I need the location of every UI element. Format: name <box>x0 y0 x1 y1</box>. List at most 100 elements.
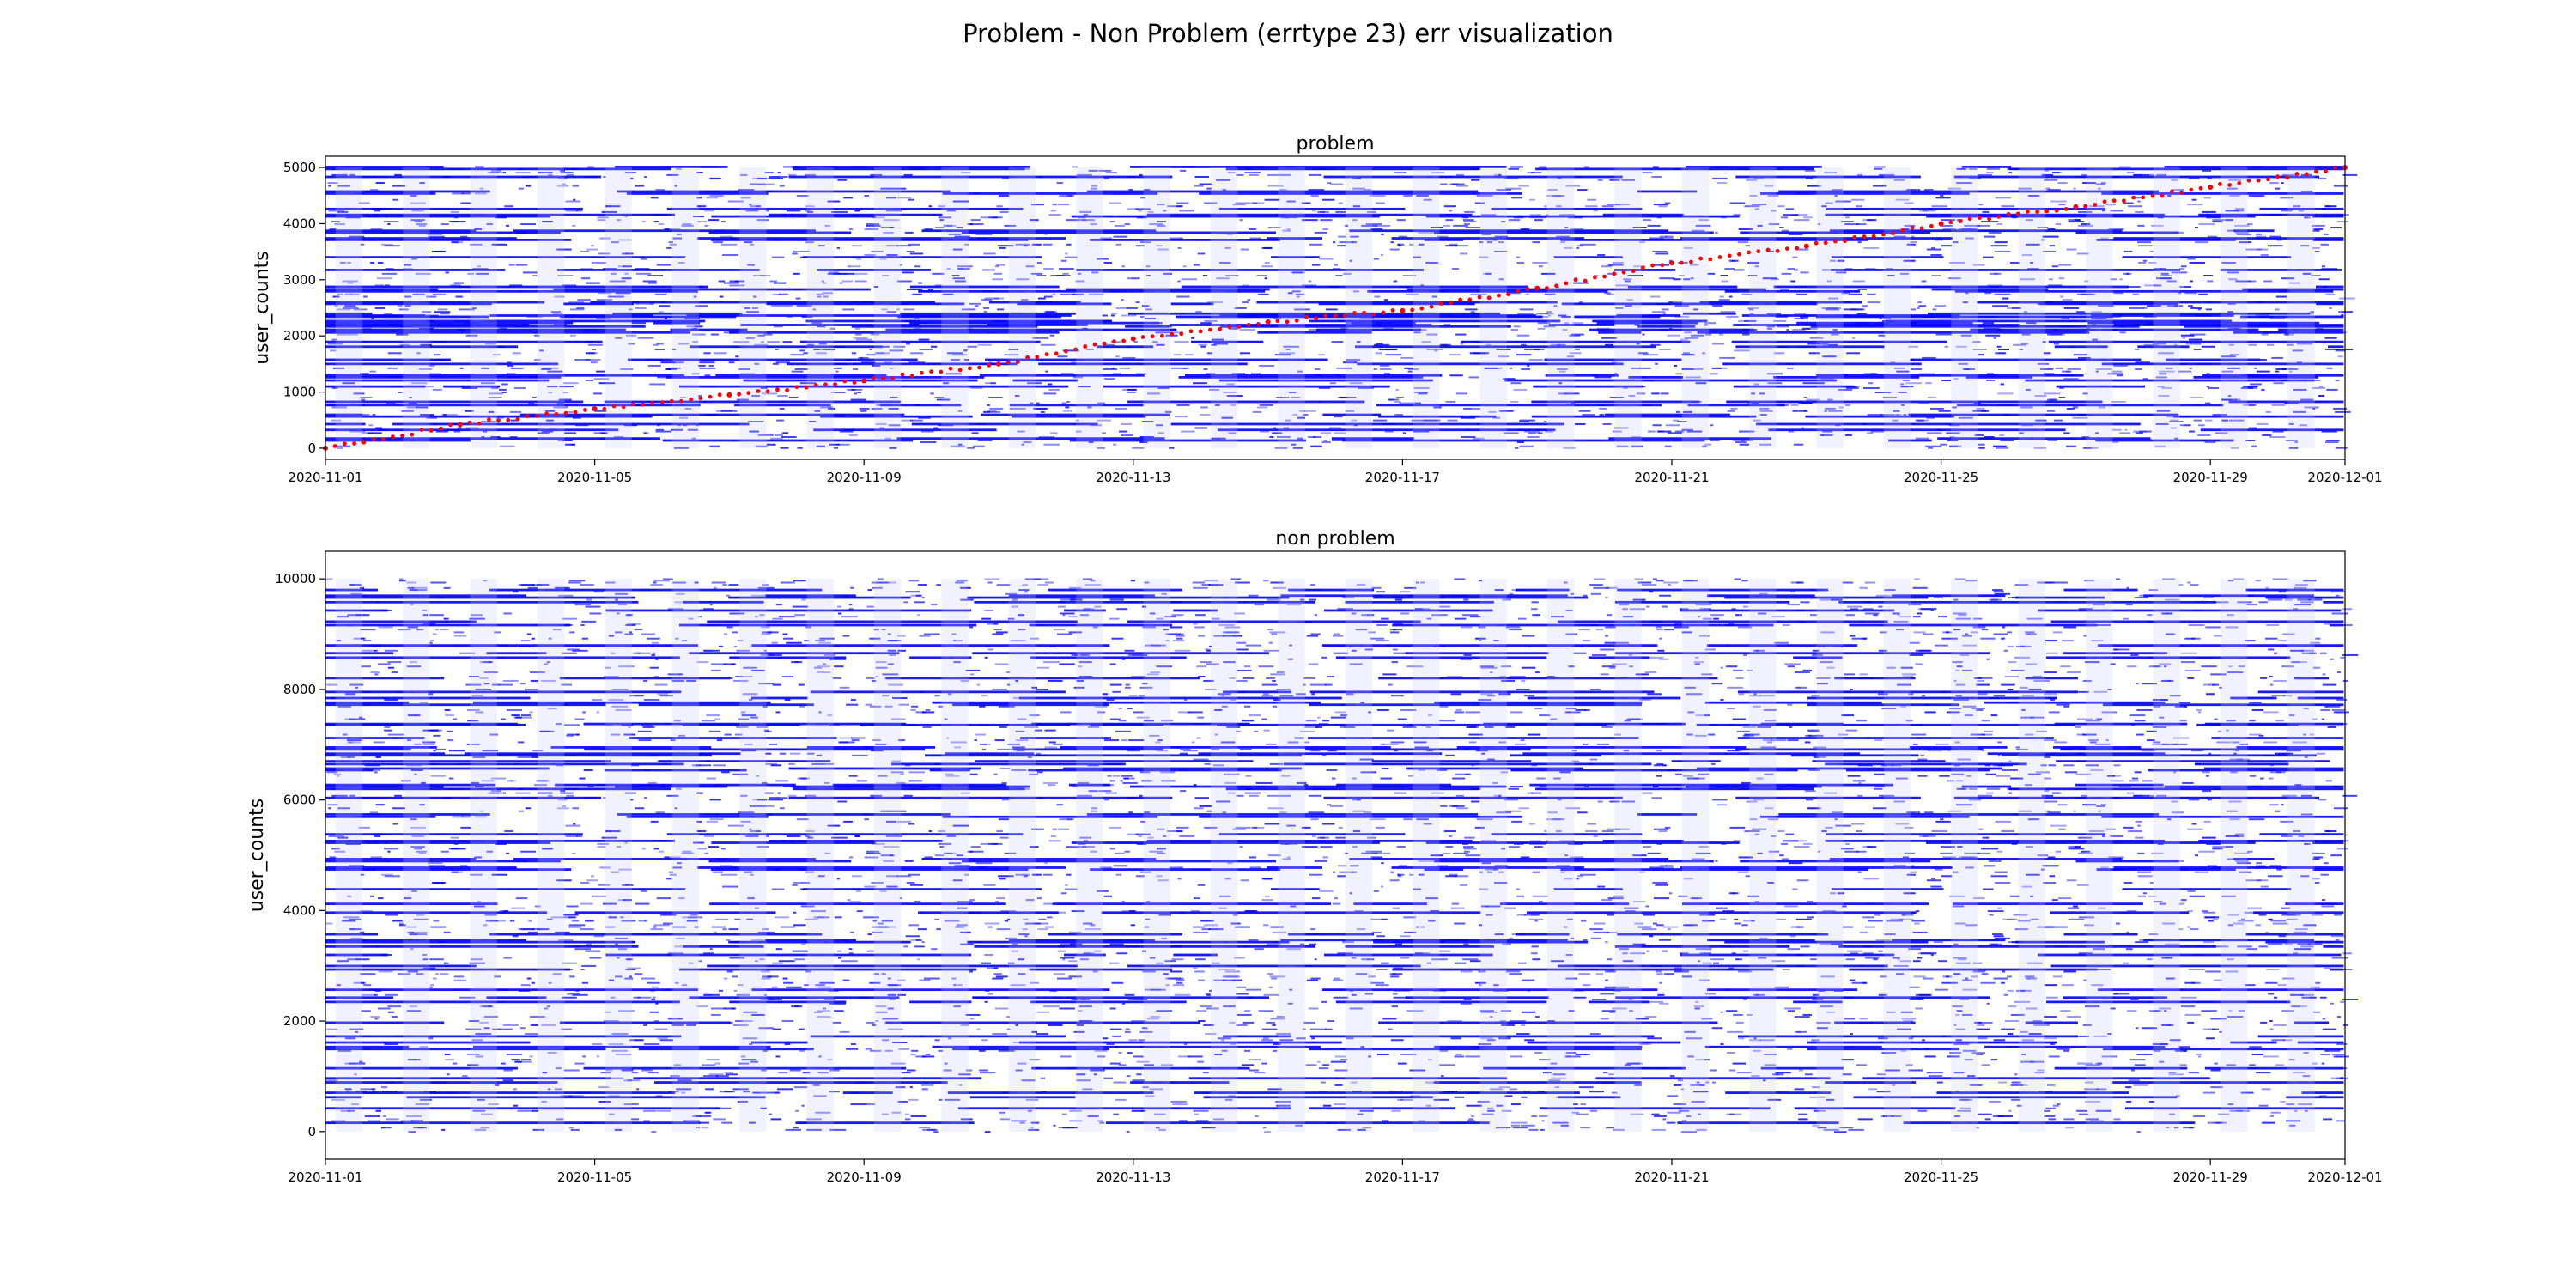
scatter-row <box>410 194 2265 197</box>
scatter-row <box>398 391 1907 393</box>
scatter-row <box>749 204 2203 206</box>
day-band <box>1278 167 1305 448</box>
y-tick-label: 0 <box>307 1124 316 1139</box>
scatter-row <box>340 1109 2308 1112</box>
scatter-row <box>325 229 2320 233</box>
x-tick-label: 2020-11-05 <box>557 1170 632 1185</box>
scatter-row <box>358 202 2134 204</box>
scatter-row <box>429 364 2128 367</box>
scatter-row <box>418 368 2299 370</box>
scatter-row <box>385 268 2338 270</box>
scatter-row <box>325 288 2344 291</box>
scatter-row <box>325 289 2334 293</box>
scatter-row <box>490 169 2212 172</box>
chart-title: problem <box>1296 133 1374 155</box>
scatter-row <box>387 352 2174 355</box>
scatter-row <box>359 586 2307 589</box>
day-band <box>1546 579 1575 1132</box>
scatter-row <box>360 243 2329 246</box>
day-band <box>1008 579 1036 1132</box>
scatter-row <box>384 245 2310 247</box>
scatter-row <box>342 280 2273 283</box>
scatter-row <box>334 223 2253 226</box>
y-tick-label: 8000 <box>283 682 316 697</box>
scatter-row <box>451 241 2252 244</box>
scatter-row <box>332 295 2287 298</box>
scatter-row <box>504 205 2337 208</box>
scatter-row <box>344 1088 2271 1091</box>
scatter-row <box>325 379 2340 382</box>
scatter-row <box>325 192 2344 195</box>
day-band <box>2086 579 2113 1132</box>
scatter-row <box>370 189 2184 191</box>
scatter-row <box>360 397 2204 399</box>
scatter-row <box>411 258 2196 260</box>
scatter-row <box>331 338 2202 341</box>
day-band <box>1816 579 1844 1132</box>
x-tick-label: 2020-12-01 <box>2307 1170 2382 1185</box>
scatter-row <box>562 805 2105 807</box>
scatter-row <box>410 219 2233 222</box>
scatter-row <box>501 383 2262 386</box>
day-band <box>1883 579 1911 1132</box>
scatter-row <box>597 292 2197 295</box>
scatter-row <box>880 226 2342 228</box>
day-band <box>1749 579 1777 1132</box>
day-band <box>537 579 565 1132</box>
scatter-row <box>331 406 2319 409</box>
scatter-row <box>325 413 2227 416</box>
scatter-row <box>325 175 2320 179</box>
day-band <box>873 579 902 1132</box>
scatter-row <box>325 340 2344 343</box>
day-band <box>671 167 700 448</box>
scatter-row <box>370 811 2184 814</box>
scatter-row <box>325 301 2344 304</box>
day-band <box>941 579 969 1132</box>
scatter-row <box>361 398 2314 401</box>
day-band <box>470 167 497 448</box>
scatter-row <box>331 848 2348 850</box>
scatter-row <box>349 584 2308 586</box>
day-band <box>335 579 363 1132</box>
scatter-row <box>325 422 2294 426</box>
scatter-row <box>325 428 2344 432</box>
scatter-row <box>328 185 2348 187</box>
scatter-row <box>586 943 2323 945</box>
scatter-row <box>353 392 2088 395</box>
day-band <box>1008 167 1036 448</box>
chart-title: non problem <box>1275 528 1394 550</box>
day-band <box>941 167 969 448</box>
scatter-row <box>325 302 2344 306</box>
scatter-row <box>329 228 2324 230</box>
scatter-row <box>331 386 2326 389</box>
scatter-row <box>325 256 2292 259</box>
day-band <box>1951 579 1978 1132</box>
scatter-row <box>325 325 2344 328</box>
scatter-row <box>360 629 1989 631</box>
scatter-row <box>369 370 2293 373</box>
scatter-row <box>325 190 2313 193</box>
scatter-row <box>340 756 2308 759</box>
x-tick-label: 2020-11-25 <box>1904 1170 1978 1185</box>
scatter-row <box>325 319 2233 323</box>
scatter-row <box>325 239 2344 241</box>
scatter-row <box>343 307 2332 309</box>
scatter-row <box>327 343 2312 345</box>
day-band <box>1278 579 1305 1132</box>
scatter-row <box>337 445 2257 447</box>
scatter-row <box>487 172 2135 174</box>
scatter-row <box>325 400 2344 404</box>
day-band <box>2287 579 2315 1132</box>
y-tick-label: 2000 <box>283 1013 316 1029</box>
scatter-row <box>342 733 2315 736</box>
day-band <box>806 579 834 1132</box>
scatter-row <box>507 361 2303 364</box>
day-band <box>739 167 767 448</box>
scatter-row <box>481 436 2286 439</box>
day-band <box>335 167 363 448</box>
scatter-row <box>422 311 2354 313</box>
scatter-row <box>428 233 2329 235</box>
scatter-row <box>325 404 2286 407</box>
